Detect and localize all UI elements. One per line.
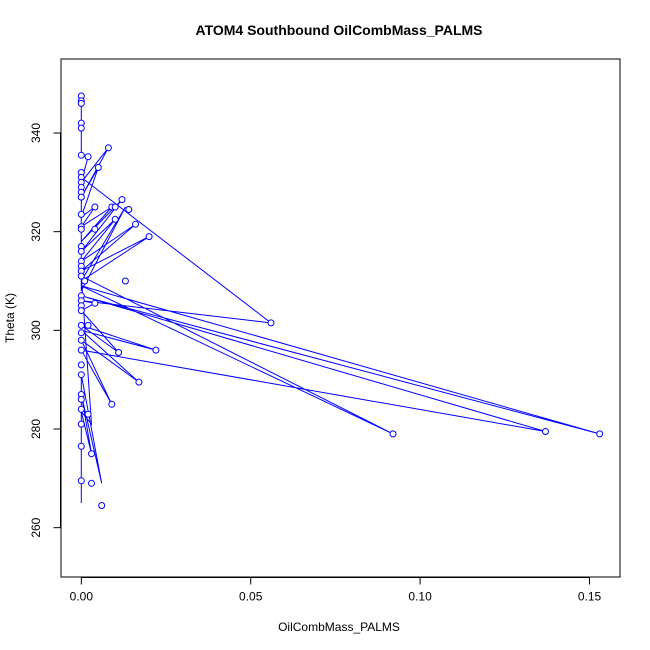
chart-title: ATOM4 Southbound OilCombMass_PALMS bbox=[196, 22, 483, 38]
data-point-4 bbox=[77, 124, 85, 132]
data-point-34 bbox=[77, 420, 85, 428]
y-tick-label-0: 260 bbox=[29, 517, 43, 537]
x-tick-label-3: 0.15 bbox=[578, 590, 602, 604]
series-line-0 bbox=[80, 96, 600, 503]
data-point-16 bbox=[77, 247, 85, 255]
data-point-5 bbox=[77, 151, 85, 159]
data-point-36 bbox=[77, 477, 85, 485]
x-tick-label-0: 0.00 bbox=[70, 590, 94, 604]
data-point-32 bbox=[77, 395, 85, 403]
data-point-24 bbox=[77, 307, 85, 315]
data-point-57 bbox=[108, 400, 116, 408]
data-point-2 bbox=[77, 99, 85, 107]
data-point-51 bbox=[91, 299, 99, 307]
data-point-43 bbox=[118, 196, 126, 204]
data-point-54 bbox=[115, 349, 123, 356]
data-point-56 bbox=[135, 378, 143, 386]
data-point-27 bbox=[77, 336, 85, 344]
data-point-30 bbox=[77, 371, 85, 379]
data-point-60 bbox=[596, 430, 604, 438]
data-point-37 bbox=[84, 153, 92, 161]
data-point-38 bbox=[104, 144, 112, 152]
data-point-25 bbox=[77, 321, 85, 329]
data-point-52 bbox=[267, 319, 275, 327]
y-tick-label-3: 320 bbox=[29, 221, 43, 241]
data-point-45 bbox=[111, 215, 119, 223]
y-tick-label-4: 340 bbox=[29, 123, 43, 143]
data-point-33 bbox=[77, 405, 85, 413]
data-point-58 bbox=[84, 410, 92, 418]
data-point-49 bbox=[121, 277, 129, 285]
data-point-26 bbox=[77, 329, 85, 337]
plot-frame bbox=[60, 58, 621, 578]
x-tick-label-1: 0.05 bbox=[239, 590, 263, 604]
y-tick-label-1: 280 bbox=[29, 419, 43, 439]
y-axis: 260 280 300 320 340 bbox=[29, 123, 61, 538]
x-axis: 0.00 0.05 0.10 0.15 bbox=[70, 577, 602, 604]
data-point-48 bbox=[145, 233, 153, 241]
data-point-59 bbox=[542, 428, 549, 435]
data-point-11 bbox=[77, 193, 85, 201]
data-point-63 bbox=[88, 479, 95, 487]
data-point-55 bbox=[152, 346, 160, 354]
data-point-35 bbox=[77, 442, 85, 450]
data-point-12 bbox=[77, 210, 85, 218]
data-point-28 bbox=[77, 346, 85, 354]
marker-layer bbox=[77, 92, 604, 509]
y-axis-label: Theta (K) bbox=[3, 293, 17, 343]
data-point-29 bbox=[77, 361, 85, 369]
x-axis-label: OilCombMass_PALMS bbox=[278, 620, 400, 634]
data-point-53 bbox=[84, 321, 92, 329]
data-point-14 bbox=[77, 225, 85, 233]
series-layer bbox=[80, 96, 600, 503]
x-tick-label-2: 0.10 bbox=[408, 590, 432, 604]
data-point-39 bbox=[94, 164, 102, 171]
data-point-42 bbox=[111, 203, 119, 211]
data-point-44 bbox=[125, 206, 133, 213]
data-point-50 bbox=[81, 277, 89, 285]
data-point-40 bbox=[91, 203, 99, 211]
data-point-20 bbox=[77, 272, 85, 280]
y-tick-label-2: 300 bbox=[29, 320, 43, 340]
data-point-47 bbox=[91, 225, 99, 233]
data-point-46 bbox=[132, 220, 139, 228]
data-point-61 bbox=[389, 430, 397, 438]
data-point-62 bbox=[88, 450, 95, 458]
data-point-64 bbox=[98, 502, 106, 509]
